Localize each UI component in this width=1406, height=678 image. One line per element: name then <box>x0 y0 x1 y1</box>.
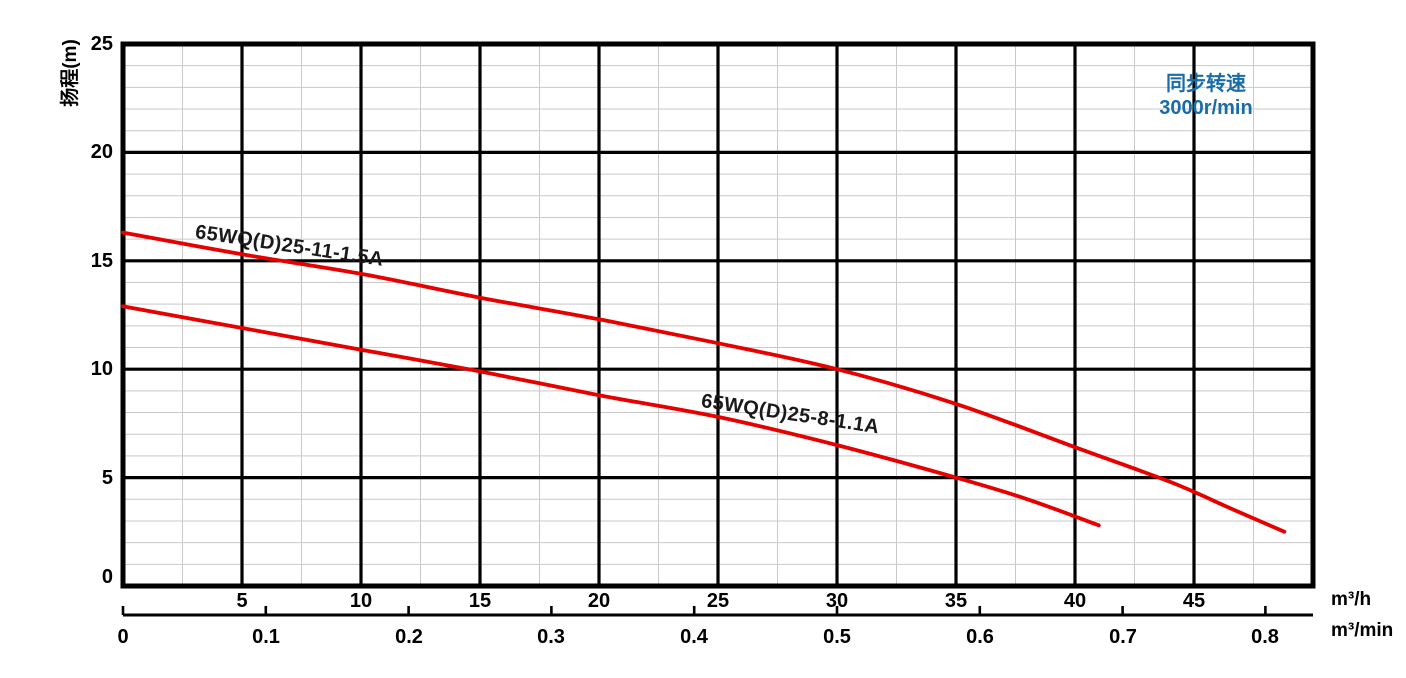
curve-65WQ(D)25-11-1.5A <box>121 230 1287 534</box>
x-tick-h-25: 25 <box>706 590 730 612</box>
x-unit-m3min-label: m³/min <box>1331 620 1394 641</box>
x-tick-min-0.3: 0.3 <box>537 626 565 648</box>
x-tick-min-0.6: 0.6 <box>966 626 994 648</box>
x-tick-h-10: 10 <box>349 590 373 612</box>
plot-frame <box>120 41 1316 589</box>
x-tick-h-15: 15 <box>468 590 492 612</box>
y-tick-25: 25 <box>90 33 113 55</box>
secondary-x-axis <box>121 606 1313 617</box>
x-tick-min-0.7: 0.7 <box>1109 626 1137 648</box>
legend-speed-title: 同步转速 <box>1166 73 1246 95</box>
y-tick-20: 20 <box>90 141 113 163</box>
performance-curves <box>121 230 1287 534</box>
y-tick-0: 0 <box>101 566 113 588</box>
y-tick-15: 15 <box>90 250 113 272</box>
x-tick-h-20: 20 <box>587 590 611 612</box>
y-tick-5: 5 <box>101 467 113 489</box>
grid-major-lines <box>123 44 1313 586</box>
x-tick-min-0.4: 0.4 <box>680 626 708 648</box>
x-tick-min-0.8: 0.8 <box>1251 626 1279 648</box>
plot-border <box>120 41 1316 589</box>
x-unit-m3h-label: m³/h <box>1331 589 1372 610</box>
x-tick-min-0.2: 0.2 <box>395 626 423 648</box>
legend-speed-value: 3000r/min <box>1159 97 1253 119</box>
y-tick-10: 10 <box>90 358 113 380</box>
x-tick-h-45: 45 <box>1182 590 1206 612</box>
x-tick-min-0.1: 0.1 <box>252 626 280 648</box>
x-tick-h-30: 30 <box>825 590 849 612</box>
legend: 同步转速 3000r/min <box>1126 72 1286 120</box>
x-tick-h-5: 5 <box>236 590 248 612</box>
curve-65WQ(D)25-8-1.1A <box>121 304 1101 528</box>
x-tick-min-0.5: 0.5 <box>823 626 851 648</box>
x-tick-h-40: 40 <box>1063 590 1087 612</box>
x-tick-min-0: 0 <box>117 626 129 648</box>
x-tick-h-35: 35 <box>944 590 968 612</box>
